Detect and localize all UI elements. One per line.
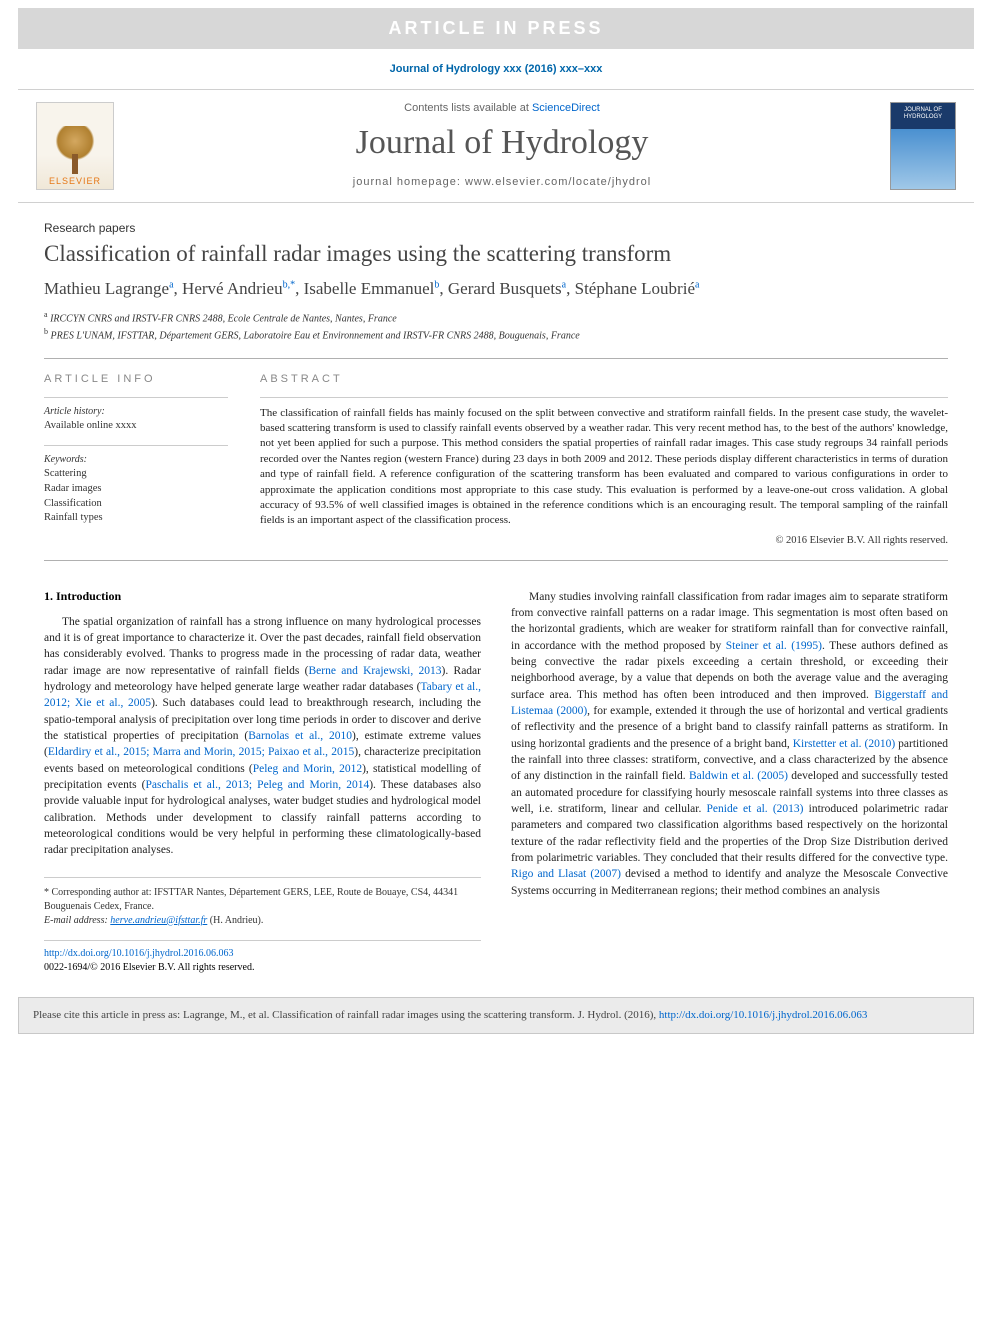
author-name: Isabelle Emmanuel bbox=[304, 279, 435, 298]
info-abstract-row: ARTICLE INFO Article history: Available … bbox=[44, 358, 948, 561]
corresponding-author-footer: * Corresponding author at: IFSTTAR Nante… bbox=[44, 877, 481, 928]
abstract-copyright: © 2016 Elsevier B.V. All rights reserved… bbox=[260, 535, 948, 546]
abstract-column: ABSTRACT The classification of rainfall … bbox=[244, 359, 948, 560]
journal-title: Journal of Hydrology bbox=[134, 124, 870, 162]
intro-paragraph-right: Many studies involving rainfall classifi… bbox=[511, 589, 948, 899]
column-right: Many studies involving rainfall classifi… bbox=[511, 589, 948, 975]
article-info-header: ARTICLE INFO bbox=[44, 373, 228, 385]
history-label: Article history: bbox=[44, 406, 228, 417]
doi-footer: http://dx.doi.org/10.1016/j.jhydrol.2016… bbox=[44, 940, 481, 975]
keyword-item: Rainfall types bbox=[44, 511, 228, 526]
publisher-label: ELSEVIER bbox=[49, 176, 101, 189]
journal-cover-thumbnail: JOURNAL OF HYDROLOGY bbox=[890, 102, 956, 190]
article-history-block: Article history: Available online xxxx bbox=[44, 397, 228, 434]
corr-text: Corresponding author at: IFSTTAR Nantes,… bbox=[44, 887, 458, 912]
citation-link[interactable]: Barnolas et al., 2010 bbox=[248, 730, 352, 742]
author-name: Gerard Busquets bbox=[448, 279, 562, 298]
doi-link[interactable]: http://dx.doi.org/10.1016/j.jhydrol.2016… bbox=[44, 948, 234, 959]
abstract-text: The classification of rainfall fields ha… bbox=[260, 397, 948, 529]
history-text: Available online xxxx bbox=[44, 419, 228, 434]
elsevier-logo: ELSEVIER bbox=[36, 102, 114, 190]
article-in-press-banner: ARTICLE IN PRESS bbox=[18, 8, 974, 49]
keywords-label: Keywords: bbox=[44, 454, 228, 465]
affiliation-line: b PRES L'UNAM, IFSTTAR, Département GERS… bbox=[44, 326, 948, 343]
author-name: Hervé Andrieu bbox=[182, 279, 283, 298]
affiliations: a IRCCYN CNRS and IRSTV-FR CNRS 2488, Ec… bbox=[44, 309, 948, 344]
citation-link[interactable]: Paschalis et al., 2013; Peleg and Morin,… bbox=[146, 779, 370, 791]
citation-link[interactable]: Steiner et al. (1995) bbox=[726, 640, 822, 652]
masthead-center: Contents lists available at ScienceDirec… bbox=[114, 102, 890, 188]
citation-link[interactable]: Peleg and Morin, 2012 bbox=[253, 763, 362, 775]
citation-link[interactable]: Penide et al. (2013) bbox=[707, 803, 804, 815]
paper-type: Research papers bbox=[44, 221, 948, 235]
author-affil-mark: b bbox=[434, 279, 439, 290]
affiliation-line: a IRCCYN CNRS and IRSTV-FR CNRS 2488, Ec… bbox=[44, 309, 948, 326]
email-person: (H. Andrieu). bbox=[210, 915, 264, 926]
cover-label: JOURNAL OF HYDROLOGY bbox=[891, 107, 955, 120]
abstract-header: ABSTRACT bbox=[260, 373, 948, 385]
article-info-column: ARTICLE INFO Article history: Available … bbox=[44, 359, 244, 560]
corr-marker: * bbox=[44, 887, 49, 898]
citation-link[interactable]: Rigo and Llasat (2007) bbox=[511, 868, 621, 880]
contents-line: Contents lists available at ScienceDirec… bbox=[134, 102, 870, 114]
elsevier-tree-icon bbox=[50, 126, 100, 176]
keyword-item: Classification bbox=[44, 497, 228, 512]
authors-line: Mathieu Lagrangea, Hervé Andrieub,*, Isa… bbox=[44, 279, 948, 299]
keyword-item: Scattering bbox=[44, 467, 228, 482]
citation-link[interactable]: Kirstetter et al. (2010) bbox=[793, 738, 895, 750]
citation-link[interactable]: Baldwin et al. (2005) bbox=[689, 770, 788, 782]
email-label: E-mail address: bbox=[44, 915, 108, 926]
keyword-item: Radar images bbox=[44, 482, 228, 497]
author-name: Stéphane Loubrié bbox=[575, 279, 695, 298]
citebox-doi-link[interactable]: http://dx.doi.org/10.1016/j.jhydrol.2016… bbox=[659, 1009, 868, 1021]
author-affil-mark: a bbox=[695, 279, 699, 290]
author-name: Mathieu Lagrange bbox=[44, 279, 169, 298]
author-affil-mark: b,* bbox=[283, 279, 296, 290]
corr-email-link[interactable]: herve.andrieu@ifsttar.fr bbox=[110, 915, 207, 926]
sciencedirect-link[interactable]: ScienceDirect bbox=[532, 102, 600, 114]
citation-link[interactable]: Biggerstaff and Listemaa (2000) bbox=[511, 689, 948, 717]
citebox-prefix: Please cite this article in press as: La… bbox=[33, 1009, 659, 1021]
article-body: Research papers Classification of rainfa… bbox=[0, 203, 992, 975]
keywords-list: ScatteringRadar imagesClassificationRain… bbox=[44, 467, 228, 526]
citation-link[interactable]: Tabary et al., 2012; Xie et al., 2005 bbox=[44, 681, 481, 709]
journal-homepage: journal homepage: www.elsevier.com/locat… bbox=[134, 176, 870, 188]
citation-link[interactable]: Eldardiry et al., 2015; Marra and Morin,… bbox=[48, 746, 354, 758]
issn-line: 0022-1694/© 2016 Elsevier B.V. All right… bbox=[44, 962, 254, 973]
contents-prefix: Contents lists available at bbox=[404, 102, 532, 114]
body-two-column: 1. Introduction The spatial organization… bbox=[44, 589, 948, 975]
citation-box: Please cite this article in press as: La… bbox=[18, 997, 974, 1034]
author-affil-mark: a bbox=[562, 279, 566, 290]
paper-title: Classification of rainfall radar images … bbox=[44, 241, 948, 267]
masthead: ELSEVIER Contents lists available at Sci… bbox=[18, 89, 974, 203]
keywords-block: Keywords: ScatteringRadar imagesClassifi… bbox=[44, 445, 228, 526]
section-1-heading: 1. Introduction bbox=[44, 589, 481, 604]
citation-link[interactable]: Berne and Krajewski, 2013 bbox=[308, 665, 441, 677]
intro-paragraph-left: The spatial organization of rainfall has… bbox=[44, 614, 481, 859]
column-left: 1. Introduction The spatial organization… bbox=[44, 589, 481, 975]
journal-reference: Journal of Hydrology xxx (2016) xxx–xxx bbox=[0, 49, 992, 89]
author-affil-mark: a bbox=[169, 279, 173, 290]
